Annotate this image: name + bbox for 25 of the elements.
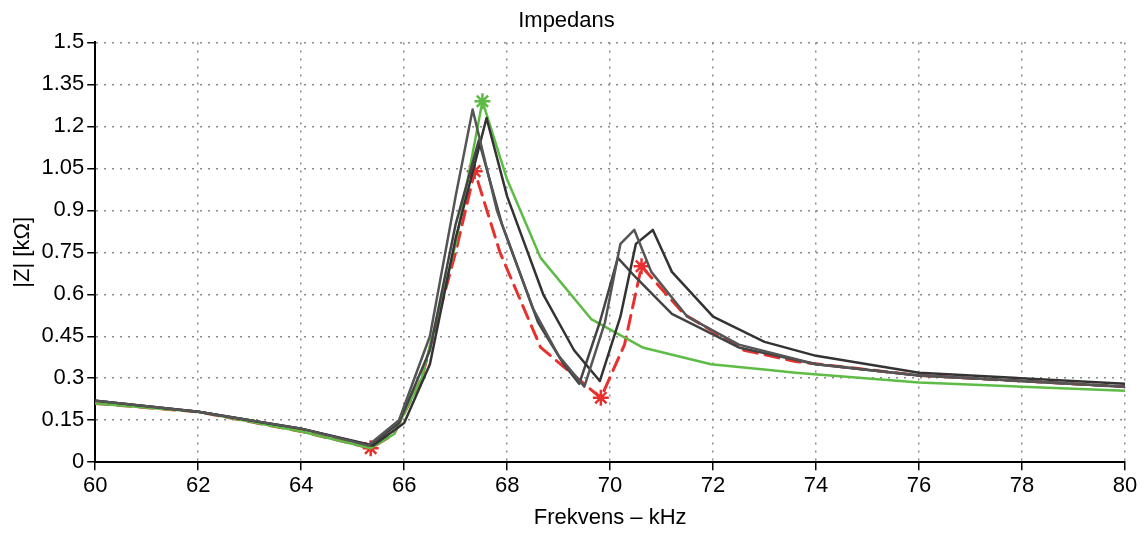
y-tick-label: 0.3: [53, 364, 85, 390]
x-tick-label: 68: [494, 472, 520, 498]
x-tick-label: 72: [700, 472, 726, 498]
y-tick-label: 0.6: [53, 280, 85, 306]
x-tick-label: 80: [1112, 472, 1138, 498]
chart-title: Impedans: [518, 7, 615, 33]
y-tick-label: 1.5: [53, 28, 85, 54]
x-tick-label: 60: [82, 472, 108, 498]
x-tick-label: 70: [597, 472, 623, 498]
x-tick-label: 64: [288, 472, 314, 498]
y-tick-label: 1.2: [53, 112, 85, 138]
y-tick-label: 0.75: [41, 238, 85, 264]
y-tick-label: 1.05: [41, 154, 85, 180]
x-tick-label: 78: [1009, 472, 1035, 498]
x-tick-label: 74: [803, 472, 829, 498]
y-tick-label: 0.45: [41, 322, 85, 348]
y-tick-label: 1.35: [41, 70, 85, 96]
x-tick-label: 66: [391, 472, 417, 498]
x-axis-title: Frekvens – kHz: [533, 503, 687, 529]
y-tick-label: 0: [71, 448, 85, 474]
y-tick-label: 0.9: [53, 196, 85, 222]
x-tick-label: 76: [906, 472, 932, 498]
y-axis-title: |Z| [kΩ]: [9, 216, 35, 288]
x-tick-label: 62: [185, 472, 211, 498]
y-tick-label: 0.15: [41, 406, 85, 432]
